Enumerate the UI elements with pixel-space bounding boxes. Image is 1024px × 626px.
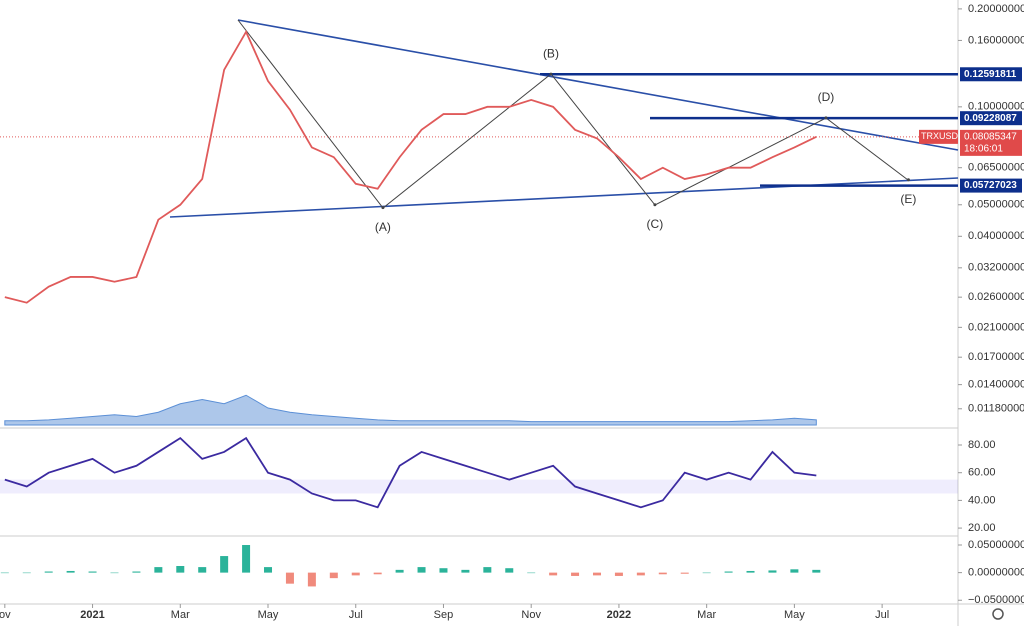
histogram-bar [724,571,733,573]
series-line [4,436,817,509]
x-tick-label: Nov [521,609,541,621]
wave-path [237,19,909,209]
histogram-bar [154,567,163,573]
y-tick-label: 0.06500000 [968,162,1024,174]
y-tick-label: 60.00 [968,467,996,479]
histogram-bar [812,569,821,573]
y-tick-label: 0.16000000 [968,34,1024,46]
y-tick-label: 0.01400000 [968,379,1024,391]
y-tick-label: 80.00 [968,439,996,451]
wave-point [381,206,385,210]
last-price-label: 0.08085347 [964,132,1017,143]
x-tick-label: Sep [434,609,454,621]
wave-label: (B) [543,46,559,60]
level-tag [960,67,1022,82]
histogram-bar [44,571,53,573]
wave-label: (D) [818,90,835,104]
histogram-bar [351,572,360,576]
histogram-bar [264,567,273,573]
histogram-bar [329,572,338,579]
x-tick-label: 2021 [80,609,104,621]
rsi-band [0,479,958,494]
y-tick-label: 0.04000000 [968,230,1024,242]
level-tag [960,178,1022,193]
x-tick-label: Jul [875,609,889,621]
x-tick-label: Jul [349,609,363,621]
x-tick-label: 2022 [607,609,631,621]
histogram-bar [176,565,185,573]
histogram-bar [285,572,294,584]
level-tag-label: 0.09228087 [964,113,1017,124]
histogram-bar [132,571,141,573]
histogram-bar [0,572,9,574]
y-tick-label: 0.03200000 [968,262,1024,274]
histogram-bar [242,545,251,573]
histogram-bar [373,572,382,575]
series-line [4,29,817,304]
level-tag [960,111,1022,126]
histogram-bar [307,572,316,587]
histogram-bar [658,572,667,575]
wave-point [549,72,553,76]
histogram-bar [110,572,119,574]
symbol-label: TRXUSD [921,131,959,141]
y-tick-label: 0.01700000 [968,351,1024,363]
y-tick-label: 0.10000000 [968,101,1024,113]
y-tick-label: 0.05000000 [968,199,1024,211]
x-tick-label: May [784,609,805,621]
histogram-bar [614,572,623,576]
histogram-bar [768,570,777,573]
y-tick-label: 0.00000000 [968,567,1024,579]
histogram-bar [636,572,645,576]
y-tick-label: 0.01180000 [968,403,1024,415]
histogram-bar [88,571,97,573]
histogram-bar [483,567,492,573]
y-tick-label: 20.00 [968,522,996,534]
x-tick-label: Mar [171,609,190,621]
y-tick-label: −0.05000000 [968,594,1024,606]
settings-icon[interactable] [992,608,1004,620]
y-tick-label: 0.02100000 [968,321,1024,333]
y-tick-label: 0.20000000 [968,3,1024,15]
histogram-bar [198,567,207,573]
countdown: 18:06:01 [964,144,1003,155]
wave-label: (E) [900,192,916,206]
wave-point [824,116,828,120]
histogram-bar [395,569,404,573]
histogram-bar [746,570,755,573]
wave-point [653,203,657,207]
histogram-bar [549,572,558,576]
x-tick-label: ov [0,609,11,621]
upper-trendline [237,19,959,151]
symbol-tag [919,129,958,144]
histogram-bar [439,568,448,573]
x-tick-label: May [258,609,279,621]
level-tag-label: 0.12591811 [964,69,1017,80]
histogram-bar [790,569,799,573]
level-tag-label: 0.05727023 [964,180,1017,191]
x-tick-label: Mar [697,609,716,621]
histogram-bar [702,572,711,574]
y-tick-label: 40.00 [968,494,996,506]
histogram-bar [417,567,426,573]
histogram-bar [66,570,75,573]
histogram-bar [220,556,229,573]
histogram-bar [571,572,580,576]
last-price-tag [960,129,1022,156]
y-tick-label: 0.05000000 [968,539,1024,551]
volume-area [4,394,817,426]
wave-point [906,178,910,182]
histogram-bar [461,569,470,573]
wave-label: (C) [647,217,664,231]
histogram-bar [592,572,601,576]
wave-label: (A) [375,220,391,234]
histogram-bar [527,572,536,574]
y-tick-label: 0.02600000 [968,291,1024,303]
histogram-bar [22,572,31,574]
histogram-bar [505,568,514,573]
histogram-bar [680,572,689,574]
settings-icon[interactable] [992,608,1004,620]
